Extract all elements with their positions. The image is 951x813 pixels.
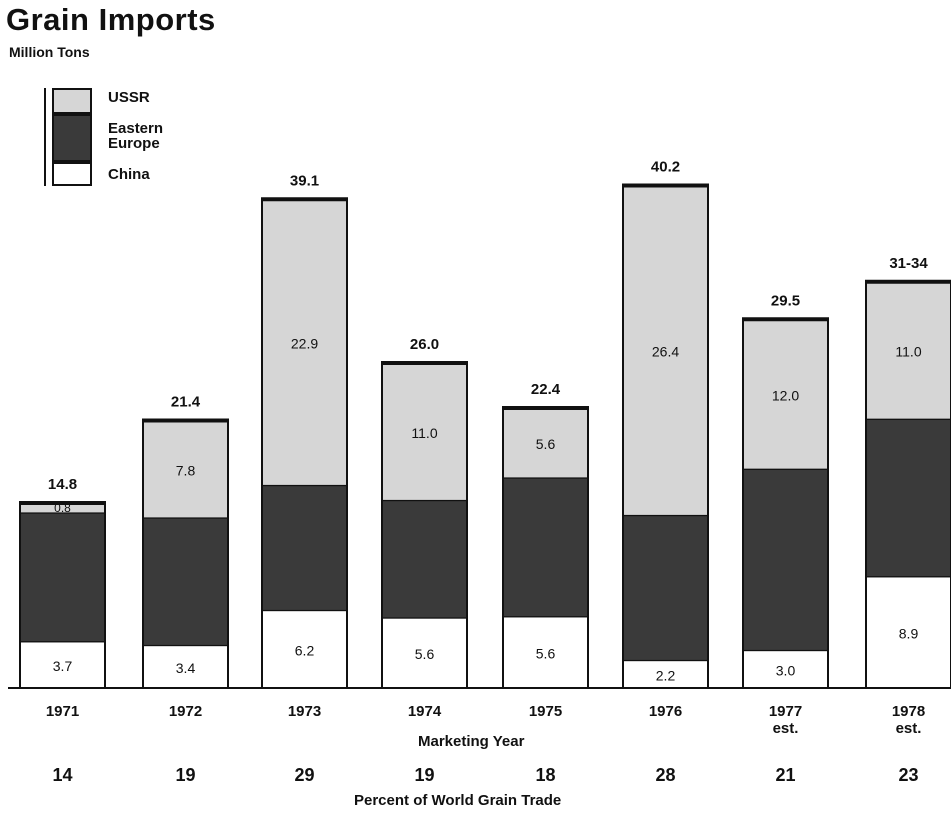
x-tick-label: 1977 <box>769 703 802 720</box>
x-tick-label: 1972 <box>169 703 202 720</box>
total-label: 39.1 <box>290 172 319 189</box>
bar-segment-ussr <box>142 419 229 519</box>
x-tick-label: 1976 <box>649 703 682 720</box>
percent-world-trade-value: 18 <box>535 765 555 785</box>
percent-row-title: Percent of World Grain Trade <box>354 792 562 809</box>
data-label-ussr: 7.8 <box>176 462 196 478</box>
total-label: 29.5 <box>771 292 800 309</box>
legend-bracket <box>44 88 54 186</box>
x-tick-label: 1974 <box>408 703 442 720</box>
data-label-ussr: 11.0 <box>411 425 437 441</box>
x-tick-label: 1973 <box>288 703 321 720</box>
data-label-china: 3.4 <box>176 660 196 676</box>
percent-world-trade-value: 21 <box>775 765 795 785</box>
percent-world-trade-value: 23 <box>898 765 918 785</box>
total-label: 14.8 <box>48 476 77 493</box>
percent-world-trade-value: 28 <box>655 765 675 785</box>
bar-segment-eastern_europe <box>261 484 348 612</box>
data-label-china: 5.6 <box>415 646 435 662</box>
data-label-ussr: 12.0 <box>772 387 799 403</box>
bar-segment-eastern_europe <box>865 418 951 578</box>
bar-segment-eastern_europe <box>381 499 468 619</box>
total-label: 26.0 <box>410 336 439 353</box>
percent-world-trade-value: 19 <box>175 765 195 785</box>
data-label-china: 8.9 <box>899 625 919 641</box>
x-tick-label: 1978 <box>892 703 925 720</box>
legend-label-ussr: USSR <box>108 89 150 106</box>
chart-title: Grain Imports <box>6 2 216 37</box>
legend-label-eastern-europe: Eastern Europe <box>108 120 164 152</box>
legend: USSR Eastern Europe China <box>38 84 198 194</box>
data-label-china: 6.2 <box>295 642 315 658</box>
legend-label-china: China <box>108 166 150 183</box>
data-label-ussr: 26.4 <box>652 344 679 360</box>
bar-segment-eastern_europe <box>622 514 709 662</box>
chart-subtitle: Million Tons <box>9 44 90 60</box>
legend-swatch-china <box>52 162 92 186</box>
data-label-china: 3.0 <box>776 662 796 678</box>
bar-segment-eastern_europe <box>19 512 106 643</box>
total-label: 22.4 <box>531 381 561 398</box>
bar-segment-ussr <box>865 281 951 420</box>
data-label-ussr: 11.0 <box>895 344 921 360</box>
percent-world-trade-value: 19 <box>414 765 434 785</box>
bar-segment-china <box>381 617 468 689</box>
data-label-ussr: 22.9 <box>291 335 318 351</box>
percent-world-trade-value: 29 <box>294 765 314 785</box>
total-label: 21.4 <box>171 394 201 411</box>
bar-segment-eastern_europe <box>142 517 229 647</box>
bar-segment-ussr <box>742 318 829 470</box>
x-tick-label: 1975 <box>529 703 562 720</box>
legend-swatch-ussr <box>52 88 92 114</box>
data-label-ussr: 5.6 <box>536 436 556 452</box>
percent-world-trade-value: 14 <box>52 765 72 785</box>
bar-segment-ussr <box>381 362 468 502</box>
bar-segment-ussr <box>261 198 348 487</box>
x-axis-title: Marketing Year <box>418 733 525 750</box>
x-tick-sublabel: est. <box>773 720 799 737</box>
legend-swatch-eastern-europe <box>52 114 92 162</box>
data-label-china: 5.6 <box>536 645 556 661</box>
x-tick-label: 1971 <box>46 703 79 720</box>
total-label: 40.2 <box>651 159 680 176</box>
x-tick-sublabel: est. <box>896 720 922 737</box>
data-label-china: 2.2 <box>656 667 676 683</box>
bar-segment-eastern_europe <box>502 477 589 618</box>
data-label-china: 3.7 <box>53 658 73 674</box>
bar-segment-eastern_europe <box>742 468 829 652</box>
bar-segment-china <box>865 576 951 689</box>
total-label: 31-34 <box>889 255 928 272</box>
